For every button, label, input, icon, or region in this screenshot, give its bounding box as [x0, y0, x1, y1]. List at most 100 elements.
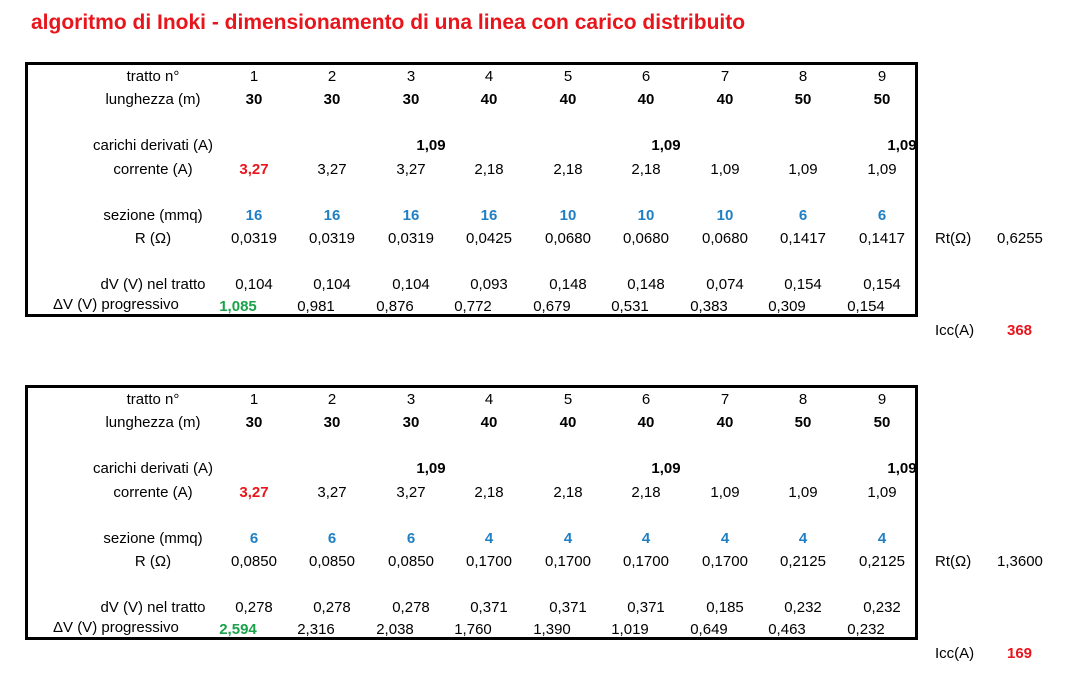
- cell-dv-6: 0,148: [627, 276, 665, 293]
- cell-corrente-2: 3,27: [317, 484, 347, 501]
- cell-r-1: 0,0319: [231, 230, 277, 247]
- table-row-carichi: carichi derivati (A) 1,09 1,09 1,09: [0, 136, 1076, 156]
- cell-sezione-6: 10: [637, 207, 655, 224]
- cell-corrente-9: 1,09: [867, 161, 897, 178]
- cell-r-3: 0,0850: [388, 553, 434, 570]
- table-row-carichi: carichi derivati (A) 1,09 1,09 1,09: [0, 459, 1076, 479]
- cell-dvp-9: 0,232: [847, 621, 885, 638]
- cell-dv-3: 0,278: [392, 599, 430, 616]
- row-label-carichi: carichi derivati (A): [92, 460, 214, 477]
- cell-tratto-5: 5: [563, 68, 573, 85]
- icc-value: 368: [1007, 322, 1033, 339]
- table-row-dv: dV (V) nel tratto 0,278 0,278 0,278 0,371 0,3…: [0, 598, 1076, 618]
- row-label-lunghezza: lunghezza (m): [105, 414, 201, 431]
- cell-carichi-3: 1,09: [416, 460, 446, 477]
- cell-tratto-6: 6: [641, 68, 651, 85]
- cell-tratto-2: 2: [327, 391, 337, 408]
- cell-corrente-8: 1,09: [788, 484, 818, 501]
- cell-tratto-6: 6: [641, 391, 651, 408]
- cell-r-2: 0,0319: [309, 230, 355, 247]
- cell-corrente-6: 2,18: [631, 161, 661, 178]
- table-row-dvp: ΔV (V) progressivo 2,594 2,316 2,038 1,760 1,…: [0, 619, 1076, 640]
- cell-dv-7: 0,185: [706, 599, 744, 616]
- cell-tratto-3: 3: [406, 68, 416, 85]
- cell-corrente-2: 3,27: [317, 161, 347, 178]
- table-border: [25, 385, 918, 640]
- cell-dv-8: 0,232: [784, 599, 822, 616]
- cell-corrente-1: 3,27: [239, 484, 269, 501]
- cell-corrente-8: 1,09: [788, 161, 818, 178]
- row-label-dvp: ΔV (V) progressivo: [53, 619, 179, 636]
- cell-dvp-2: 2,316: [297, 621, 335, 638]
- rt-label: Rt(Ω): [935, 553, 972, 570]
- row-label-sezione: sezione (mmq): [103, 530, 203, 547]
- cell-dvp-1: 1,085: [219, 298, 257, 315]
- cell-corrente-4: 2,18: [474, 161, 504, 178]
- cell-dvp-5: 0,679: [533, 298, 571, 315]
- cell-dvp-4: 1,760: [454, 621, 492, 638]
- cell-sezione-2: 16: [323, 207, 341, 224]
- cell-dvp-8: 0,309: [768, 298, 806, 315]
- cell-r-3: 0,0319: [388, 230, 434, 247]
- cell-corrente-7: 1,09: [710, 161, 740, 178]
- table-row-dv: dV (V) nel tratto 0,104 0,104 0,104 0,093 0,1…: [0, 275, 1076, 295]
- cell-sezione-9: 4: [877, 530, 887, 547]
- cell-tratto-2: 2: [327, 68, 337, 85]
- cell-sezione-6: 4: [641, 530, 651, 547]
- cell-sezione-1: 6: [249, 530, 259, 547]
- cell-dvp-7: 0,649: [690, 621, 728, 638]
- cell-r-1: 0,0850: [231, 553, 277, 570]
- row-label-dvp: ΔV (V) progressivo: [53, 296, 179, 313]
- cell-sezione-3: 16: [402, 207, 420, 224]
- cell-sezione-9: 6: [877, 207, 887, 224]
- cell-carichi-9: 1,09: [887, 460, 917, 477]
- row-label-r: R (Ω): [134, 553, 172, 570]
- cell-sezione-4: 16: [480, 207, 498, 224]
- rt-value: 0,6255: [997, 230, 1043, 247]
- cell-dv-8: 0,154: [784, 276, 822, 293]
- table-row-r: R (Ω) 0,0850 0,0850 0,0850 0,1700 0,1700 0,170…: [0, 552, 1076, 572]
- cell-carichi-9: 1,09: [887, 137, 917, 154]
- cell-dv-5: 0,148: [549, 276, 587, 293]
- cell-tratto-1: 1: [249, 68, 259, 85]
- cell-dvp-9: 0,154: [847, 298, 885, 315]
- cell-dv-4: 0,093: [470, 276, 508, 293]
- cell-sezione-5: 4: [563, 530, 573, 547]
- cell-lunghezza-9: 50: [873, 414, 891, 431]
- row-label-dv: dV (V) nel tratto: [100, 599, 206, 616]
- row-label-corrente: corrente (A): [113, 161, 193, 178]
- cell-sezione-8: 4: [798, 530, 808, 547]
- row-label-corrente: corrente (A): [113, 484, 193, 501]
- table-row-r: R (Ω) 0,0319 0,0319 0,0319 0,0425 0,0680 0,068…: [0, 229, 1076, 249]
- cell-dv-3: 0,104: [392, 276, 430, 293]
- cell-dv-4: 0,371: [470, 599, 508, 616]
- cell-corrente-3: 3,27: [396, 484, 426, 501]
- cell-lunghezza-5: 40: [559, 91, 577, 108]
- icc-value: 169: [1007, 645, 1033, 662]
- cell-dvp-1: 2,594: [219, 621, 257, 638]
- cell-tratto-7: 7: [720, 68, 730, 85]
- calc-table-2: tratto n° 1 2 3 4 5 6 7 8 9 lunghezza (m) 30 30 30 40 4…: [0, 385, 1076, 675]
- table-row-tratto: tratto n° 1 2 3 4 5 6 7 8 9: [0, 67, 1076, 87]
- cell-corrente-1: 3,27: [239, 161, 269, 178]
- cell-corrente-5: 2,18: [553, 161, 583, 178]
- cell-dv-9: 0,154: [863, 276, 901, 293]
- rt-label: Rt(Ω): [935, 230, 972, 247]
- cell-corrente-7: 1,09: [710, 484, 740, 501]
- row-label-r: R (Ω): [134, 230, 172, 247]
- cell-lunghezza-2: 30: [323, 414, 341, 431]
- cell-dv-2: 0,104: [313, 276, 351, 293]
- cell-corrente-5: 2,18: [553, 484, 583, 501]
- table-row-sezione: sezione (mmq) 6 6 6 4 4 4 4 4 4: [0, 529, 1076, 549]
- cell-lunghezza-4: 40: [480, 414, 498, 431]
- cell-r-7: 0,1700: [702, 553, 748, 570]
- cell-lunghezza-7: 40: [716, 414, 734, 431]
- rt-value: 1,3600: [997, 553, 1043, 570]
- cell-lunghezza-8: 50: [794, 91, 812, 108]
- cell-lunghezza-4: 40: [480, 91, 498, 108]
- cell-lunghezza-6: 40: [637, 91, 655, 108]
- cell-r-8: 0,1417: [780, 230, 826, 247]
- cell-dvp-7: 0,383: [690, 298, 728, 315]
- cell-lunghezza-5: 40: [559, 414, 577, 431]
- cell-sezione-5: 10: [559, 207, 577, 224]
